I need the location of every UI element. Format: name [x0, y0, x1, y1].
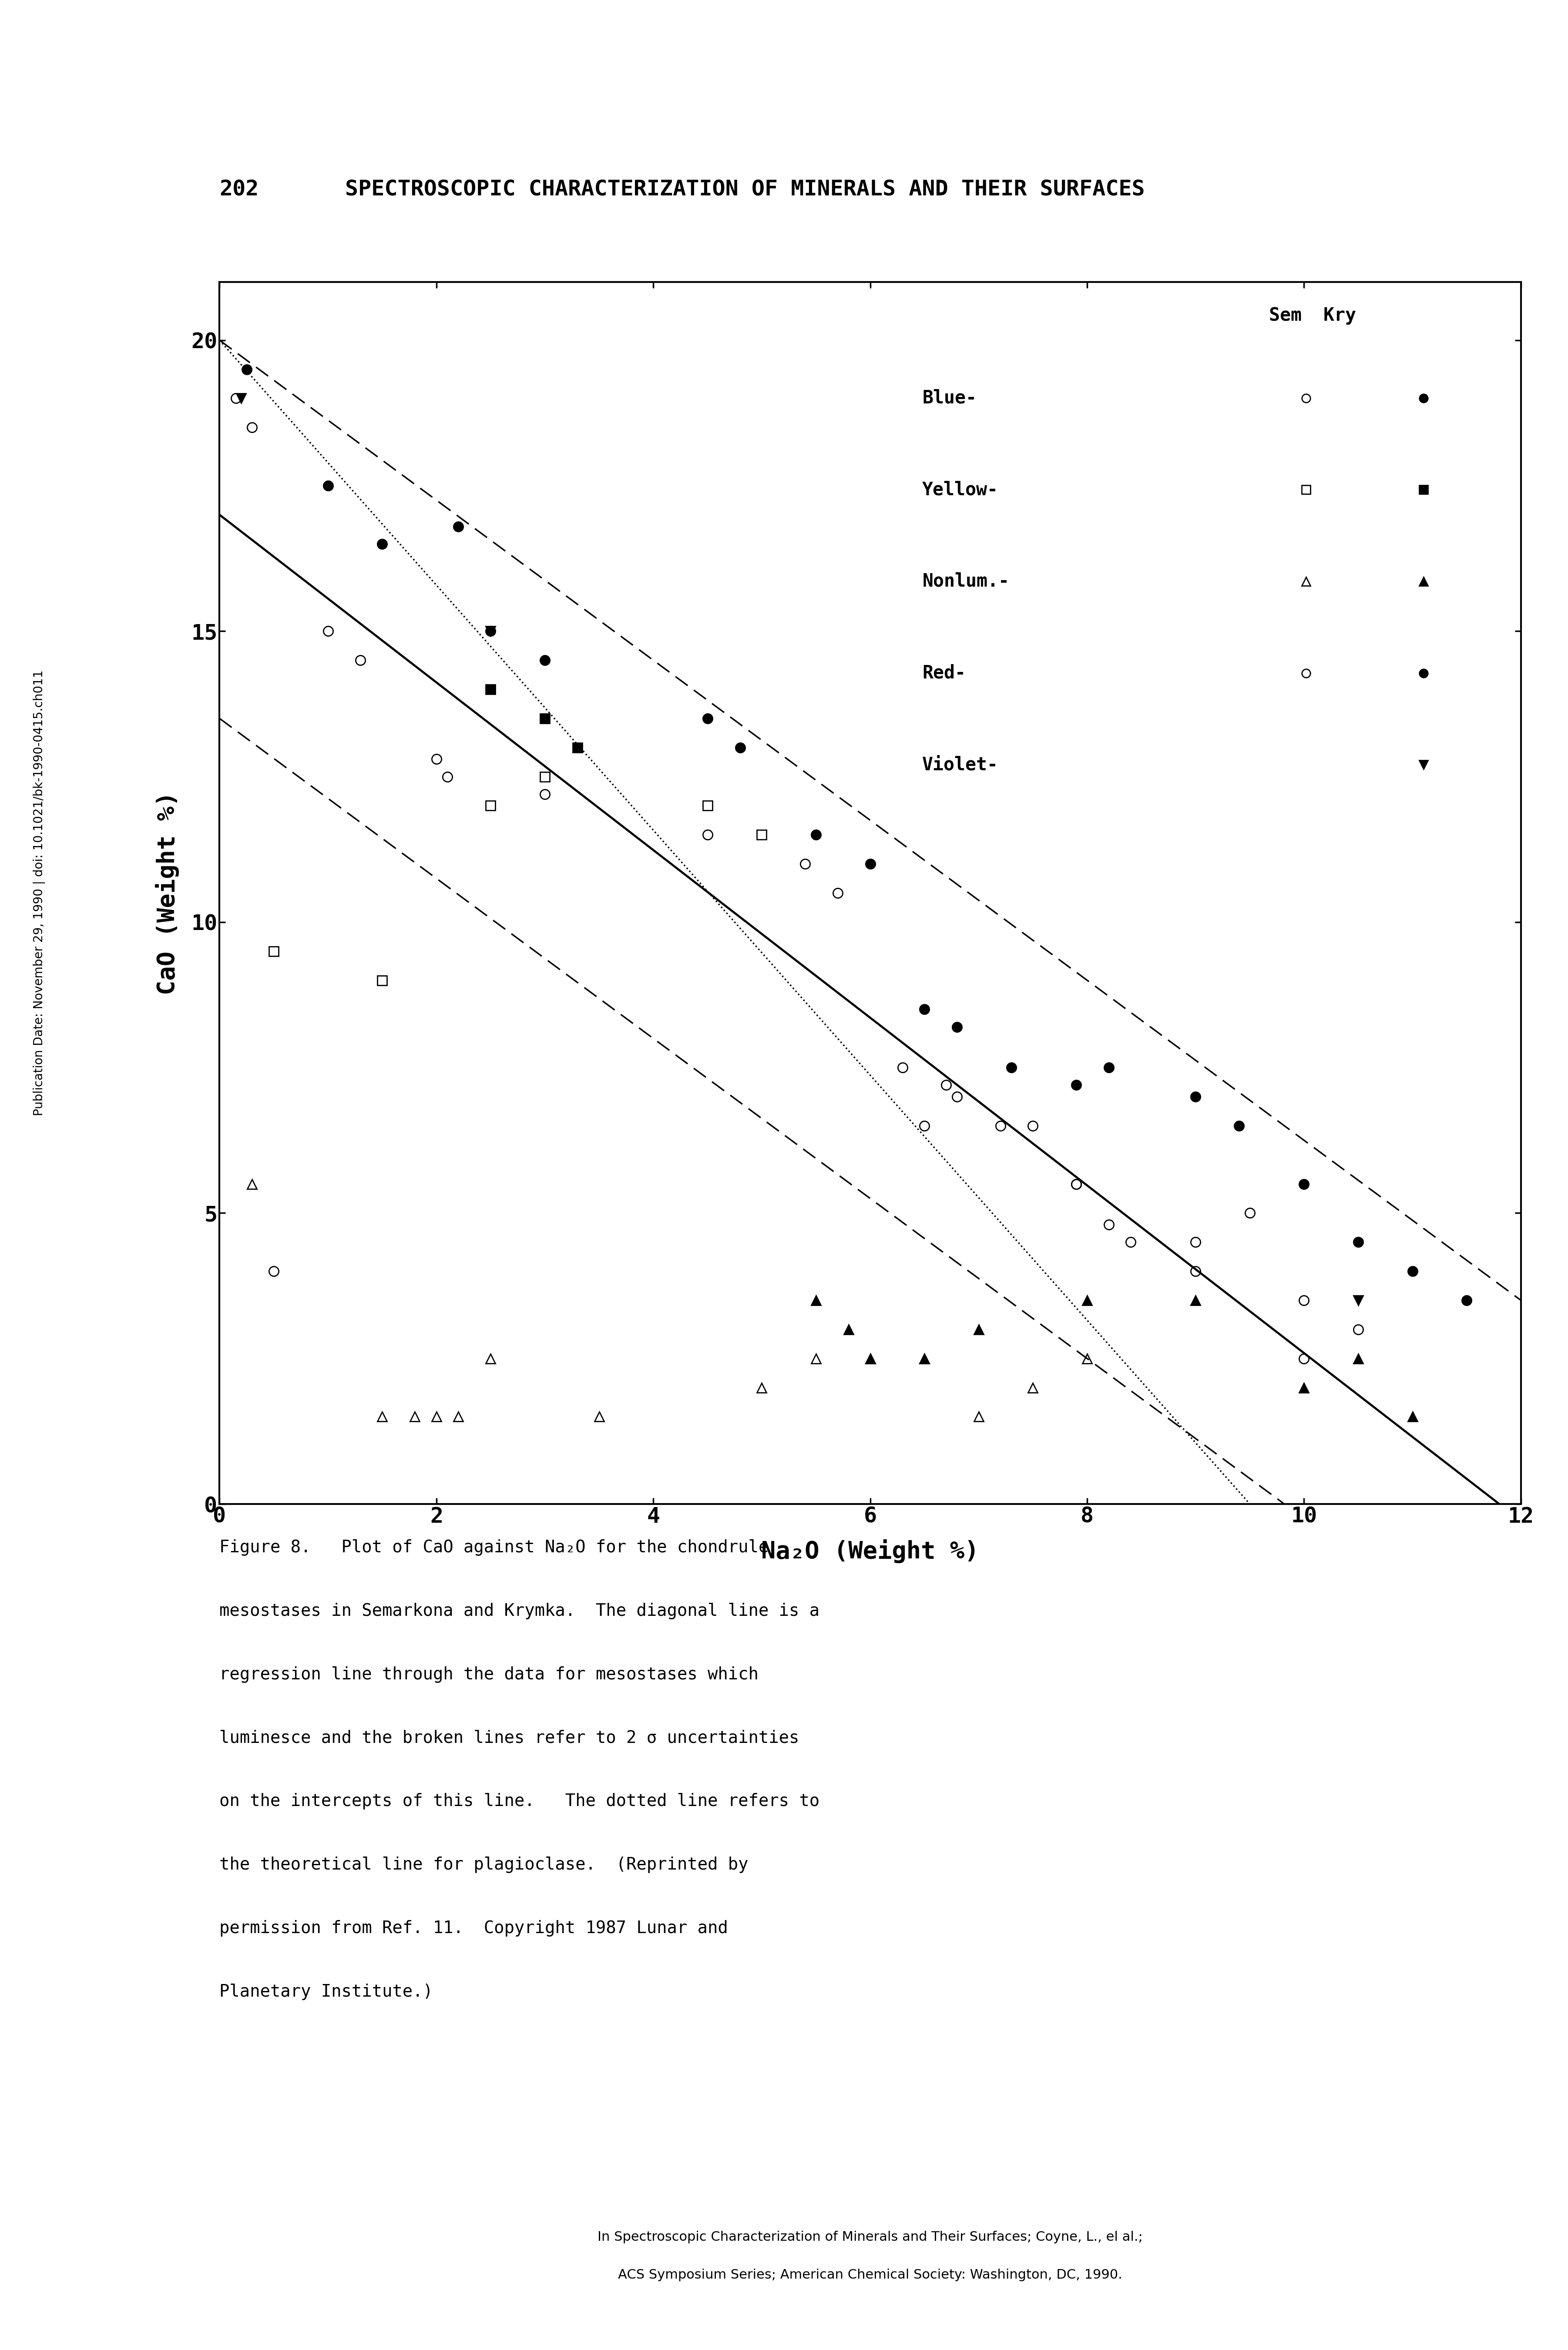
- Text: Planetary Institute.): Planetary Institute.): [220, 1983, 433, 2000]
- Text: Nonlum.-: Nonlum.-: [922, 573, 1010, 590]
- Text: mesostases in Semarkona and Krymka.  The diagonal line is a: mesostases in Semarkona and Krymka. The …: [220, 1603, 820, 1619]
- Text: Publication Date: November 29, 1990 | doi: 10.1021/bk-1990-0415.ch011: Publication Date: November 29, 1990 | do…: [33, 670, 45, 1116]
- X-axis label: Na₂O (Weight %): Na₂O (Weight %): [762, 1539, 978, 1563]
- Text: Sem  Kry: Sem Kry: [1269, 306, 1356, 324]
- Y-axis label: CaO (Weight %): CaO (Weight %): [155, 792, 179, 994]
- Text: Blue-: Blue-: [922, 390, 977, 407]
- Text: SPECTROSCOPIC CHARACTERIZATION OF MINERALS AND THEIR SURFACES: SPECTROSCOPIC CHARACTERIZATION OF MINERA…: [345, 179, 1145, 200]
- Text: luminesce and the broken lines refer to 2 σ uncertainties: luminesce and the broken lines refer to …: [220, 1730, 800, 1746]
- Text: permission from Ref. 11.  Copyright 1987 Lunar and: permission from Ref. 11. Copyright 1987 …: [220, 1920, 728, 1936]
- Text: 202: 202: [220, 179, 259, 200]
- Text: Violet-: Violet-: [922, 757, 999, 773]
- Text: ACS Symposium Series; American Chemical Society: Washington, DC, 1990.: ACS Symposium Series; American Chemical …: [618, 2268, 1123, 2282]
- Text: Yellow-: Yellow-: [922, 482, 999, 498]
- Text: In Spectroscopic Characterization of Minerals and Their Surfaces; Coyne, L., el : In Spectroscopic Characterization of Min…: [597, 2230, 1143, 2244]
- Text: Figure 8.   Plot of CaO against Na₂O for the chondrule: Figure 8. Plot of CaO against Na₂O for t…: [220, 1539, 768, 1556]
- Text: regression line through the data for mesostases which: regression line through the data for mes…: [220, 1666, 759, 1683]
- Text: Red-: Red-: [922, 665, 966, 681]
- Text: the theoretical line for plagioclase.  (Reprinted by: the theoretical line for plagioclase. (R…: [220, 1856, 748, 1873]
- Text: on the intercepts of this line.   The dotted line refers to: on the intercepts of this line. The dott…: [220, 1793, 820, 1810]
